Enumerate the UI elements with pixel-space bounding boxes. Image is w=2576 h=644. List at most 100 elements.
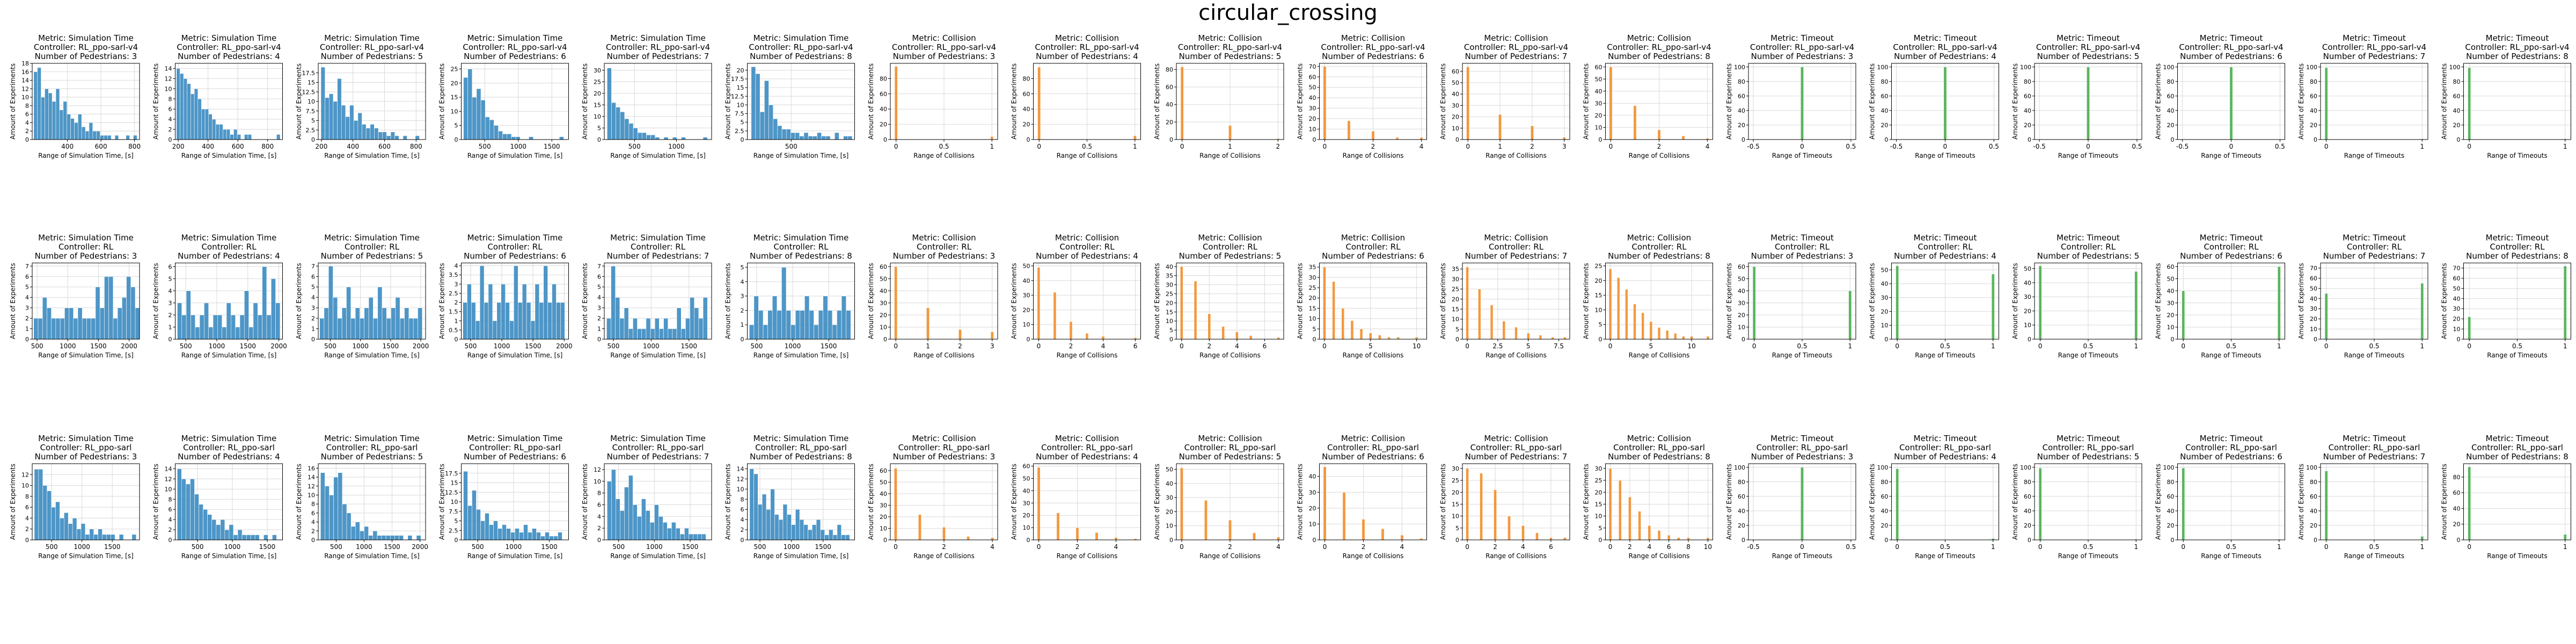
panel-title-line: Number of Pedestrians: 4 (178, 251, 280, 261)
histogram-bar (549, 536, 554, 540)
panel-title-line: Controller: RL_ppo-sarl (898, 443, 990, 453)
histogram-bar (702, 137, 708, 140)
histogram-bar (1608, 468, 1612, 540)
y-tick-label: 30 (1738, 299, 1745, 306)
x-axis-label: Range of Simulation Time, [s] (324, 552, 420, 560)
y-axis-label: Amount of Experiments (724, 263, 732, 339)
histogram-bar (758, 504, 763, 540)
x-axis-label: Range of Timeouts (2058, 152, 2119, 159)
x-tick-label: 1000 (646, 543, 663, 551)
x-tick-label: 0 (894, 342, 898, 350)
histogram-bar (2324, 471, 2328, 540)
panel-title-line: Number of Pedestrians: 5 (2037, 452, 2140, 462)
panel-title-line: Metric: Collision (1055, 33, 1119, 43)
panel-title-line: Metric: Simulation Time (753, 233, 849, 243)
histogram-bar (108, 276, 114, 340)
panel-title-line: Number of Pedestrians: 4 (1036, 452, 1138, 462)
y-tick-label: 10 (2453, 326, 2461, 333)
y-tick-label: 30 (1595, 100, 1602, 107)
y-tick-label: 80 (1166, 66, 1173, 73)
histogram-bar (377, 287, 383, 340)
histogram-bar (370, 124, 375, 140)
x-axis-label: Range of Timeouts (1915, 352, 1975, 359)
panel-title-line: Controller: RL_ppo-sarl (2471, 443, 2563, 453)
histogram-bar (1667, 535, 1671, 540)
panel-title-line: Controller: RL_ppo-sarl-v4 (2322, 42, 2426, 53)
histogram-bar (395, 297, 400, 340)
histogram-bar (942, 527, 946, 540)
x-tick-label: -0.5 (2033, 143, 2045, 150)
histogram-bar (803, 524, 808, 540)
y-tick-label: 2 (25, 315, 29, 322)
histogram-bar (235, 327, 240, 340)
histogram-bar (641, 499, 646, 540)
panel-title-line: Number of Pedestrians: 5 (321, 251, 423, 261)
histogram-bar (183, 78, 188, 140)
histogram-bar (782, 504, 788, 540)
panel-title-line: Number of Pedestrians: 8 (750, 251, 852, 261)
panel-title-line: Controller: RL_ppo-sarl (1613, 443, 1705, 453)
x-tick-label: 0 (1037, 543, 1041, 551)
panel-title-line: Number of Pedestrians: 6 (1322, 251, 1424, 261)
y-tick-label: 0 (2457, 537, 2461, 544)
histogram-bar (346, 513, 352, 540)
histogram-bar (85, 534, 90, 540)
histogram-bar (1657, 129, 1661, 140)
panel-title-line: Controller: RL (487, 242, 543, 252)
panel-title-line: Number of Pedestrians: 3 (1751, 251, 1854, 261)
x-tick-label: 4 (1276, 543, 1280, 551)
histogram-bar (38, 469, 43, 540)
histogram-bar (190, 479, 195, 540)
histogram-bar (272, 535, 277, 540)
y-tick-label: 0 (2171, 336, 2175, 343)
histogram-bar (702, 297, 708, 340)
histogram-bar (1800, 67, 1804, 140)
y-tick-label: 5 (1599, 321, 1602, 328)
histogram-bar (382, 131, 387, 140)
panel-title-line: Metric: Simulation Time (467, 434, 563, 443)
y-tick-label: 60 (2310, 275, 2317, 282)
y-tick-label: 5 (741, 119, 744, 126)
histogram-bar (778, 519, 784, 540)
histogram-bar (539, 302, 544, 340)
x-tick-label: 1 (2277, 543, 2281, 551)
histogram-bar (191, 93, 195, 140)
histogram-bar (68, 523, 73, 540)
y-tick-label: 15 (1595, 501, 1602, 508)
histogram-bar (808, 529, 813, 540)
histogram-bar (360, 530, 364, 540)
histogram-bar (506, 528, 511, 540)
x-tick-label: 6 (1549, 543, 1553, 551)
y-tick-label: 40 (2167, 508, 2175, 515)
x-tick-label: 4 (1706, 143, 1710, 150)
panel-title-line: Metric: Collision (912, 33, 976, 43)
y-tick-label: 10 (1309, 126, 1316, 133)
histogram-bar (654, 318, 660, 340)
y-tick-label: 20 (880, 514, 887, 521)
y-tick-label: 5 (455, 518, 458, 525)
histogram-bar (841, 535, 846, 540)
panel-title-line: Controller: RL_ppo-sarl (2329, 443, 2420, 453)
x-axis-label: Range of Collisions (1629, 552, 1690, 560)
histogram-bar (325, 486, 330, 540)
histogram-bar (764, 80, 769, 140)
panel-title-line: Metric: Simulation Time (610, 33, 706, 43)
panel-title-line: Controller: RL (1059, 242, 1115, 252)
panel-title-line: Number of Pedestrians: 6 (2180, 452, 2282, 462)
y-tick-label: 20 (737, 67, 744, 74)
histogram-bar (766, 509, 771, 540)
x-tick-label: 500 (324, 342, 336, 350)
histogram-bar (328, 93, 334, 140)
histogram-bar (2468, 67, 2471, 140)
histogram-bar (650, 522, 655, 540)
panel-title-line: Number of Pedestrians: 6 (2180, 251, 2282, 261)
histogram-bar (1101, 336, 1105, 340)
panel-title-line: Controller: RL_ppo-sarl (755, 443, 847, 453)
y-axis-label: Amount of Experiments (2011, 263, 2019, 339)
